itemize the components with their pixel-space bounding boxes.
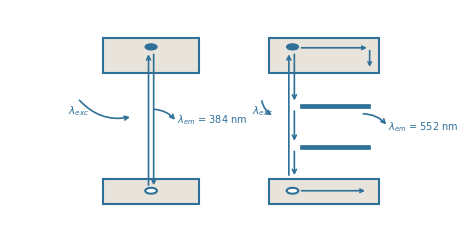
Bar <box>103 179 199 204</box>
Text: $\lambda_{em}$ = 384 nm: $\lambda_{em}$ = 384 nm <box>177 113 247 127</box>
Text: $\lambda_{exc}$: $\lambda_{exc}$ <box>252 104 273 118</box>
Bar <box>300 144 370 149</box>
Circle shape <box>145 44 157 50</box>
Text: $\lambda_{em}$ = 552 nm: $\lambda_{em}$ = 552 nm <box>388 121 458 134</box>
Bar <box>269 38 379 73</box>
Bar <box>300 104 370 108</box>
Bar <box>103 38 199 73</box>
Circle shape <box>287 44 299 50</box>
Text: $\lambda_{exc}$: $\lambda_{exc}$ <box>68 104 90 118</box>
Circle shape <box>287 188 299 194</box>
Circle shape <box>145 188 157 194</box>
Bar <box>269 179 379 204</box>
